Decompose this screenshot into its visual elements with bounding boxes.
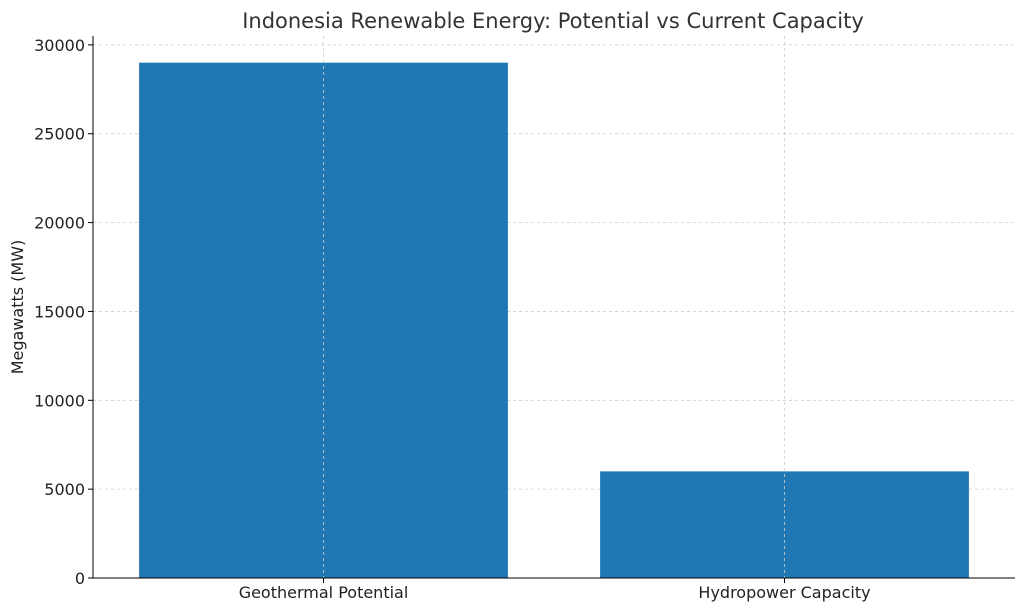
y-tick-label: 15000 [34,302,85,321]
y-tick-label: 30000 [34,36,85,55]
y-tick-label: 25000 [34,125,85,144]
x-axis-ticks: Geothermal Potential Hydropower Capacity [239,578,871,602]
y-tick-label: 20000 [34,214,85,233]
x-tick-label: Geothermal Potential [239,583,409,602]
bars [139,62,969,578]
y-tick-label: 0 [75,569,85,588]
y-tick-label: 5000 [44,480,85,499]
y-tick-label: 10000 [34,391,85,410]
y-axis-ticks: 0 5000 10000 15000 20000 25000 30000 [34,36,93,588]
y-axis-label: Megawatts (MW) [8,240,27,375]
chart-title: Indonesia Renewable Energy: Potential vs… [242,9,864,33]
vertical-grid [323,36,785,578]
x-tick-label: Hydropower Capacity [698,583,870,602]
